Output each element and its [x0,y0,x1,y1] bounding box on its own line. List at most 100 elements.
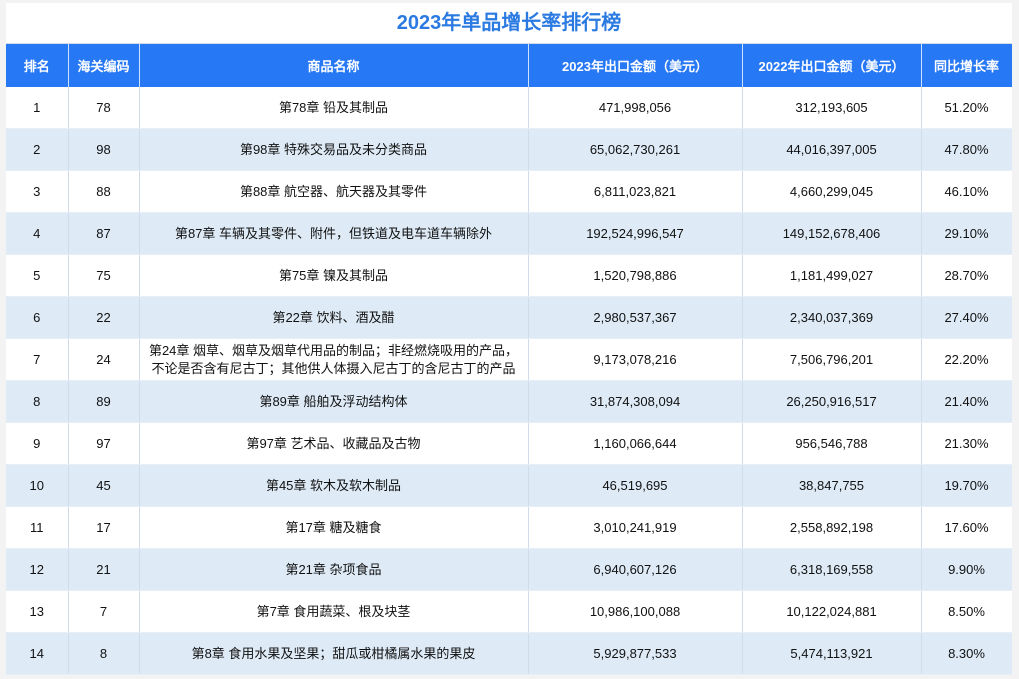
cell-rank[interactable]: 1 [6,87,69,129]
cell-export-2022[interactable]: 7,506,796,201 [742,338,922,381]
cell-hs-code[interactable]: 24 [68,338,140,381]
cell-export-2023[interactable]: 2,980,537,367 [528,296,743,339]
cell-rank[interactable]: 6 [6,296,69,339]
cell-rank[interactable]: 4 [6,212,69,255]
cell-growth-rate[interactable]: 29.10% [921,212,1013,255]
table-row: 4 87 第87章 车辆及其零件、附件，但铁道及电车道车辆除外 192,524,996… [6,212,1013,255]
cell-growth-rate[interactable]: 47.80% [921,128,1013,171]
cell-product-name[interactable]: 第98章 特殊交易品及未分类商品 [139,128,529,171]
cell-growth-rate[interactable]: 28.70% [921,254,1013,297]
cell-product-name[interactable]: 第89章 船舶及浮动结构体 [139,380,529,423]
cell-hs-code[interactable]: 21 [68,548,140,591]
cell-export-2023[interactable]: 5,929,877,533 [528,632,743,675]
cell-product-name[interactable]: 第75章 镍及其制品 [139,254,529,297]
table-title: 2023年单品增长率排行榜 [6,3,1012,44]
cell-export-2023[interactable]: 65,062,730,261 [528,128,743,171]
cell-growth-rate[interactable]: 51.20% [921,87,1013,129]
column-header-rank[interactable]: 排名 [6,44,69,87]
cell-growth-rate[interactable]: 21.40% [921,380,1013,423]
cell-growth-rate[interactable]: 27.40% [921,296,1013,339]
cell-hs-code[interactable]: 98 [68,128,140,171]
cell-growth-rate[interactable]: 9.90% [921,548,1013,591]
cell-rank[interactable]: 7 [6,338,69,381]
cell-growth-rate[interactable]: 8.30% [921,632,1013,675]
cell-hs-code[interactable]: 22 [68,296,140,339]
cell-hs-code[interactable]: 75 [68,254,140,297]
cell-export-2022[interactable]: 1,181,499,027 [742,254,922,297]
cell-rank[interactable]: 5 [6,254,69,297]
cell-export-2022[interactable]: 956,546,788 [742,422,922,465]
table-row: 11 17 第17章 糖及糖食 3,010,241,919 2,558,892,198 1… [6,506,1013,549]
column-header-growth-rate[interactable]: 同比增长率 [921,44,1013,87]
cell-rank[interactable]: 14 [6,632,69,675]
cell-rank[interactable]: 9 [6,422,69,465]
cell-export-2022[interactable]: 44,016,397,005 [742,128,922,171]
cell-product-name[interactable]: 第87章 车辆及其零件、附件，但铁道及电车道车辆除外 [139,212,529,255]
cell-product-name[interactable]: 第17章 糖及糖食 [139,506,529,549]
cell-growth-rate[interactable]: 21.30% [921,422,1013,465]
table-row: 1 78 第78章 铅及其制品 471,998,056 312,193,605 51.20… [6,87,1013,129]
cell-export-2023[interactable]: 31,874,308,094 [528,380,743,423]
cell-export-2022[interactable]: 5,474,113,921 [742,632,922,675]
cell-hs-code[interactable]: 7 [68,590,140,633]
cell-rank[interactable]: 2 [6,128,69,171]
cell-export-2023[interactable]: 9,173,078,216 [528,338,743,381]
cell-product-name[interactable]: 第88章 航空器、航天器及其零件 [139,170,529,213]
cell-rank[interactable]: 8 [6,380,69,423]
table-row: 14 8 第8章 食用水果及坚果；甜瓜或柑橘属水果的果皮 5,929,877,533 5… [6,632,1013,675]
cell-product-name[interactable]: 第24章 烟草、烟草及烟草代用品的制品；非经燃烧吸用的产品，不论是否含有尼古丁；… [139,338,529,381]
cell-export-2022[interactable]: 6,318,169,558 [742,548,922,591]
spreadsheet: 2023年单品增长率排行榜 排名 海关编码 商品名称 2023年出口金额（美元） 202… [6,3,1013,675]
column-header-hs-code[interactable]: 海关编码 [68,44,140,87]
cell-hs-code[interactable]: 17 [68,506,140,549]
cell-hs-code[interactable]: 87 [68,212,140,255]
column-header-export-2022[interactable]: 2022年出口金额（美元） [742,44,922,87]
cell-hs-code[interactable]: 88 [68,170,140,213]
cell-product-name[interactable]: 第8章 食用水果及坚果；甜瓜或柑橘属水果的果皮 [139,632,529,675]
cell-export-2023[interactable]: 1,160,066,644 [528,422,743,465]
table-row: 12 21 第21章 杂项食品 6,940,607,126 6,318,169,558 9… [6,548,1013,591]
cell-growth-rate[interactable]: 22.20% [921,338,1013,381]
cell-product-name[interactable]: 第45章 软木及软木制品 [139,464,529,507]
cell-export-2023[interactable]: 6,940,607,126 [528,548,743,591]
cell-rank[interactable]: 10 [6,464,69,507]
cell-export-2022[interactable]: 2,340,037,369 [742,296,922,339]
cell-export-2022[interactable]: 312,193,605 [742,87,922,129]
column-header-export-2023[interactable]: 2023年出口金额（美元） [528,44,743,87]
cell-hs-code[interactable]: 89 [68,380,140,423]
cell-product-name[interactable]: 第21章 杂项食品 [139,548,529,591]
table-row: 5 75 第75章 镍及其制品 1,520,798,886 1,181,499,027 2… [6,254,1013,297]
cell-export-2022[interactable]: 38,847,755 [742,464,922,507]
cell-export-2023[interactable]: 10,986,100,088 [528,590,743,633]
cell-growth-rate[interactable]: 46.10% [921,170,1013,213]
cell-hs-code[interactable]: 8 [68,632,140,675]
cell-export-2022[interactable]: 149,152,678,406 [742,212,922,255]
cell-hs-code[interactable]: 97 [68,422,140,465]
cell-rank[interactable]: 12 [6,548,69,591]
cell-export-2022[interactable]: 26,250,916,517 [742,380,922,423]
cell-rank[interactable]: 3 [6,170,69,213]
cell-export-2022[interactable]: 2,558,892,198 [742,506,922,549]
cell-export-2022[interactable]: 10,122,024,881 [742,590,922,633]
cell-product-name[interactable]: 第78章 铅及其制品 [139,87,529,129]
cell-hs-code[interactable]: 78 [68,87,140,129]
cell-export-2023[interactable]: 6,811,023,821 [528,170,743,213]
cell-growth-rate[interactable]: 19.70% [921,464,1013,507]
cell-export-2023[interactable]: 46,519,695 [528,464,743,507]
cell-export-2022[interactable]: 4,660,299,045 [742,170,922,213]
cell-product-name[interactable]: 第7章 食用蔬菜、根及块茎 [139,590,529,633]
table-row: 9 97 第97章 艺术品、收藏品及古物 1,160,066,644 956,546,7… [6,422,1013,465]
cell-growth-rate[interactable]: 8.50% [921,590,1013,633]
cell-export-2023[interactable]: 471,998,056 [528,87,743,129]
cell-export-2023[interactable]: 192,524,996,547 [528,212,743,255]
cell-growth-rate[interactable]: 17.60% [921,506,1013,549]
cell-rank[interactable]: 13 [6,590,69,633]
cell-product-name[interactable]: 第22章 饮料、酒及醋 [139,296,529,339]
cell-hs-code[interactable]: 45 [68,464,140,507]
cell-product-name[interactable]: 第97章 艺术品、收藏品及古物 [139,422,529,465]
cell-rank[interactable]: 11 [6,506,69,549]
cell-export-2023[interactable]: 1,520,798,886 [528,254,743,297]
cell-export-2023[interactable]: 3,010,241,919 [528,506,743,549]
table-row: 6 22 第22章 饮料、酒及醋 2,980,537,367 2,340,037,369… [6,296,1013,339]
column-header-product-name[interactable]: 商品名称 [139,44,529,87]
